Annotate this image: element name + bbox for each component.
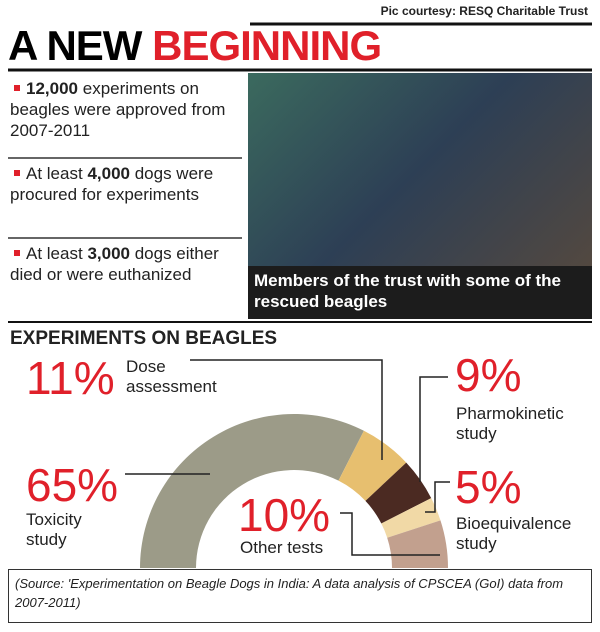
photo-caption: Members of the trust with some of the re… xyxy=(248,266,592,319)
headline: A NEW BEGINNING xyxy=(8,22,382,70)
donut-segment xyxy=(381,498,441,538)
donut-segment xyxy=(338,430,407,501)
category-label: Bioequivalence study xyxy=(456,514,572,553)
leader-line xyxy=(419,376,448,482)
leader-line xyxy=(340,512,440,556)
category-label: Toxicity study xyxy=(26,510,82,549)
bullet-pre: At least xyxy=(26,244,83,263)
credit: Pic courtesy: RESQ Charitable Trust xyxy=(380,4,588,18)
bullet-number: 3,000 xyxy=(87,244,130,263)
bullet-text: dogs were procured for experiments xyxy=(10,164,214,204)
bullet-text: experiments on beagles were approved fro… xyxy=(10,79,226,140)
category-label: Pharmokinetic study xyxy=(456,404,564,443)
donut xyxy=(140,414,448,568)
category-label: Other tests xyxy=(240,538,324,557)
value-label: 65% xyxy=(26,459,119,511)
leaders xyxy=(125,359,450,556)
leader-line xyxy=(190,359,383,460)
value-label: 9% xyxy=(455,349,522,401)
bullet-number: 12,000 xyxy=(26,79,78,98)
category-label: Dose assessment xyxy=(126,357,217,396)
headline-red: BEGINNING xyxy=(152,22,382,69)
source: (Source: 'Experimentation on Beagle Dogs… xyxy=(8,569,592,623)
value-label: 10% xyxy=(238,489,331,541)
bullet: At least 3,000 dogs either died or were … xyxy=(10,243,242,285)
value-label: 11% xyxy=(26,352,115,404)
value-label: 5% xyxy=(455,461,522,513)
headline-black: A NEW xyxy=(8,22,142,69)
chart-title: EXPERIMENTS ON BEAGLES xyxy=(10,328,278,349)
donut-segment xyxy=(387,520,448,568)
leader-line xyxy=(425,481,450,513)
bullet-number: 4,000 xyxy=(87,164,130,183)
donut-segment xyxy=(140,414,364,568)
bullet: 12,000 experiments on beagles were appro… xyxy=(10,78,242,141)
bullet-text: dogs either died or were euthanized xyxy=(10,244,219,284)
bullet-pre: At least xyxy=(26,164,83,183)
donut-segment xyxy=(365,462,432,524)
bullet: At least 4,000 dogs were procured for ex… xyxy=(10,163,242,205)
